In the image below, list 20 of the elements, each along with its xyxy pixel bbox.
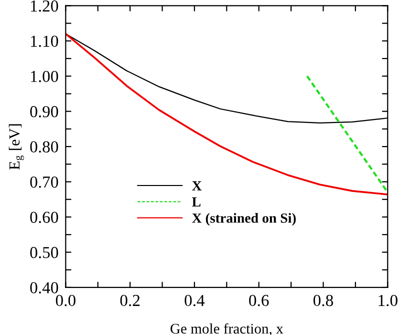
x-tick-label: 0.6 — [249, 294, 269, 306]
x-tick-label: 0.2 — [120, 294, 140, 306]
line-series — [66, 32, 388, 196]
y-tick-label: 0.80 — [30, 141, 58, 153]
legend-label: L — [192, 197, 200, 207]
x-tick-label: 0.8 — [313, 294, 334, 306]
y-tick-label: 0.50 — [30, 246, 58, 258]
y-tick-label: 0.70 — [30, 176, 58, 188]
y-tick-label: 0.60 — [30, 212, 58, 224]
x-tick-label: 0.4 — [184, 294, 205, 306]
y-tick-label: 1.00 — [31, 70, 58, 82]
legend-label: X (strained on Si) — [192, 213, 296, 226]
y-axis-title: E$_{g}$ [eV] — [8, 124, 24, 170]
legend-label: X — [192, 181, 202, 190]
y-tick-label: 0.90 — [30, 106, 58, 118]
x-tick-label: 1.0 — [378, 294, 398, 306]
x-tick-label: 0.0 — [56, 294, 76, 306]
y-tick-label: 0.40 — [30, 282, 58, 294]
y-tick-label: 1.20 — [31, 0, 58, 12]
y-tick-label: 1.10 — [31, 36, 58, 47]
